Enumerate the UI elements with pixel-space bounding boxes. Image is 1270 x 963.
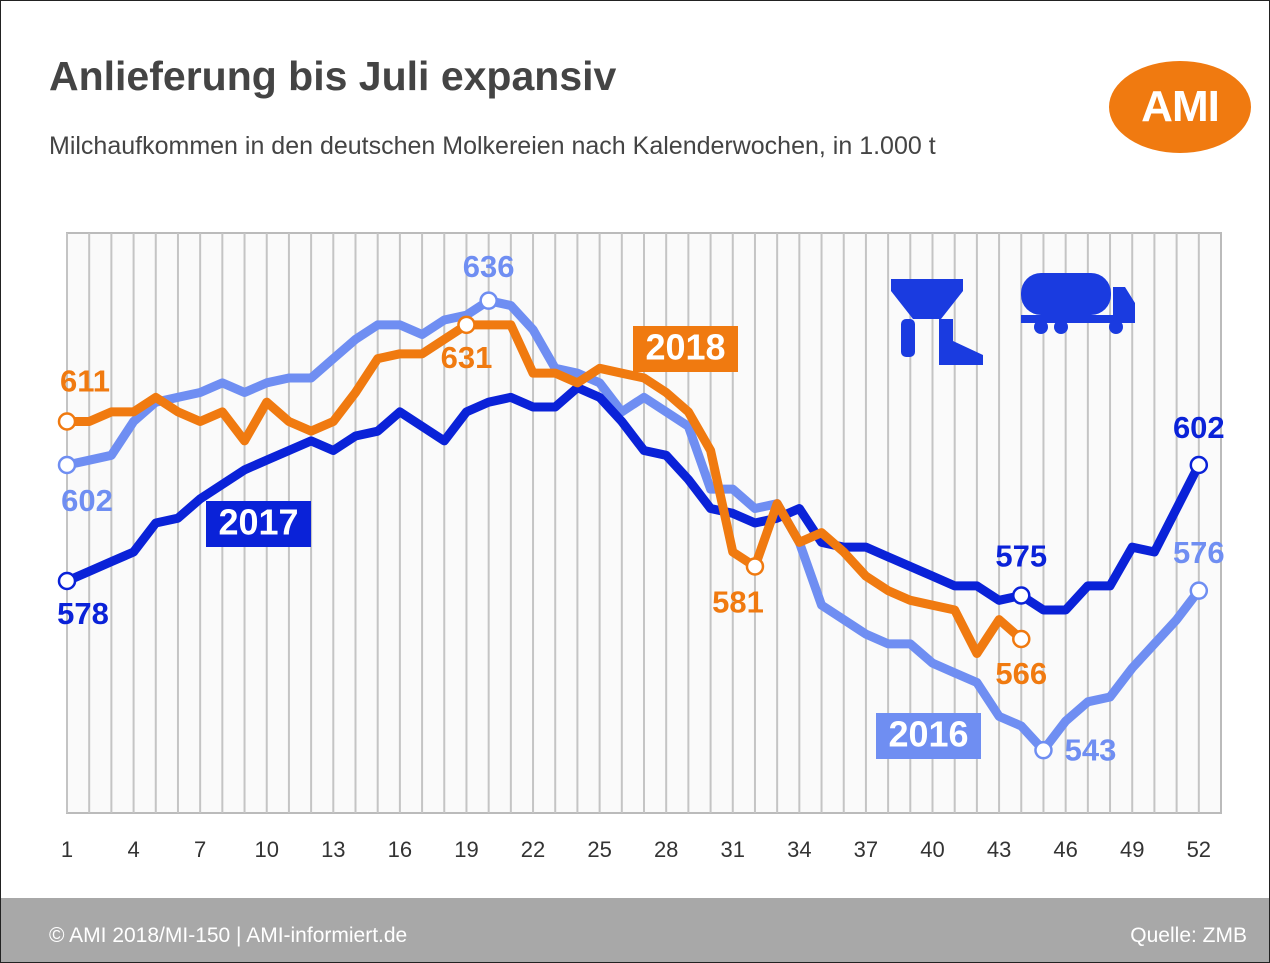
x-tick-label: 10 (254, 837, 278, 862)
logo: AMI (1109, 61, 1251, 153)
x-tick-label: 4 (127, 837, 139, 862)
x-tick-label: 52 (1187, 837, 1211, 862)
point-marker (57, 412, 77, 431)
x-tick-label: 37 (854, 837, 878, 862)
series-name-box (633, 326, 738, 372)
x-tick-label: 16 (388, 837, 412, 862)
value-label: 576 (1173, 535, 1225, 570)
x-tick-label: 43 (987, 837, 1011, 862)
x-tick-label: 1 (61, 837, 73, 862)
x-tick-label: 22 (521, 837, 545, 862)
series-line (62, 320, 1026, 658)
icon-pipe (901, 319, 915, 357)
x-tick-label: 34 (787, 837, 811, 862)
x-tick-label: 49 (1120, 837, 1144, 862)
footer: © AMI 2018/MI-150 | AMI-informiert.de Qu… (1, 898, 1269, 962)
x-tick-label: 28 (654, 837, 678, 862)
series-name: 2017 (218, 502, 298, 543)
value-label: 575 (995, 539, 1047, 574)
footer-right: Quelle: ZMB (1130, 924, 1247, 947)
chart: 602 636 543 576 2016 578 575 602 2017 611 631 581 56… (57, 232, 1225, 862)
point-marker (457, 315, 476, 335)
icon-wheel (1034, 320, 1048, 334)
value-label: 543 (1065, 732, 1117, 767)
x-tick-label: 46 (1053, 837, 1077, 862)
series-line (62, 383, 1204, 615)
icon-wheel (1109, 320, 1123, 334)
value-label: 566 (995, 656, 1047, 691)
icon-hose (939, 319, 983, 365)
value-label: 602 (61, 483, 113, 518)
series-name-box (876, 713, 981, 759)
icon-wheel (1054, 320, 1068, 334)
point-marker (479, 291, 498, 310)
series-line (62, 296, 1204, 755)
series-name: 2016 (888, 714, 968, 755)
value-label: 636 (463, 249, 515, 284)
subtitle: Milchaufkommen in den deutschen Molkerei… (49, 132, 936, 160)
point-marker (1189, 455, 1209, 475)
labels: 602 636 543 576 2016 578 575 602 2017 611 631 581 56… (57, 249, 1225, 768)
icon-truck-base (1021, 315, 1135, 323)
point-marker (745, 557, 765, 576)
x-tick-label: 25 (587, 837, 611, 862)
point-marker (1189, 581, 1209, 600)
x-tick-label: 31 (721, 837, 745, 862)
value-label: 602 (1173, 410, 1225, 445)
icon-truck-cab (1113, 287, 1135, 323)
value-label: 578 (57, 596, 109, 631)
series-name-box (206, 501, 311, 547)
icons (891, 273, 1135, 365)
point-marker (57, 455, 77, 475)
grid (66, 233, 1200, 813)
icon-tank (891, 279, 963, 319)
title: Anlieferung bis Juli expansiv (49, 53, 617, 99)
value-label: 611 (60, 364, 110, 399)
footer-left: © AMI 2018/MI-150 | AMI-informiert.de (49, 924, 408, 947)
value-label: 581 (712, 585, 764, 620)
lines (62, 296, 1204, 755)
series-name: 2018 (645, 327, 725, 368)
x-tick-label: 40 (920, 837, 944, 862)
x-tick-label: 19 (454, 837, 478, 862)
point-marker (1034, 740, 1053, 760)
x-tick-label: 13 (321, 837, 345, 862)
x-tick-label: 7 (194, 837, 206, 862)
point-marker (1012, 586, 1031, 605)
point-marker (1012, 629, 1031, 649)
point-marker (57, 571, 77, 591)
icon-truck-tank (1021, 273, 1111, 315)
value-label: 631 (441, 340, 493, 375)
